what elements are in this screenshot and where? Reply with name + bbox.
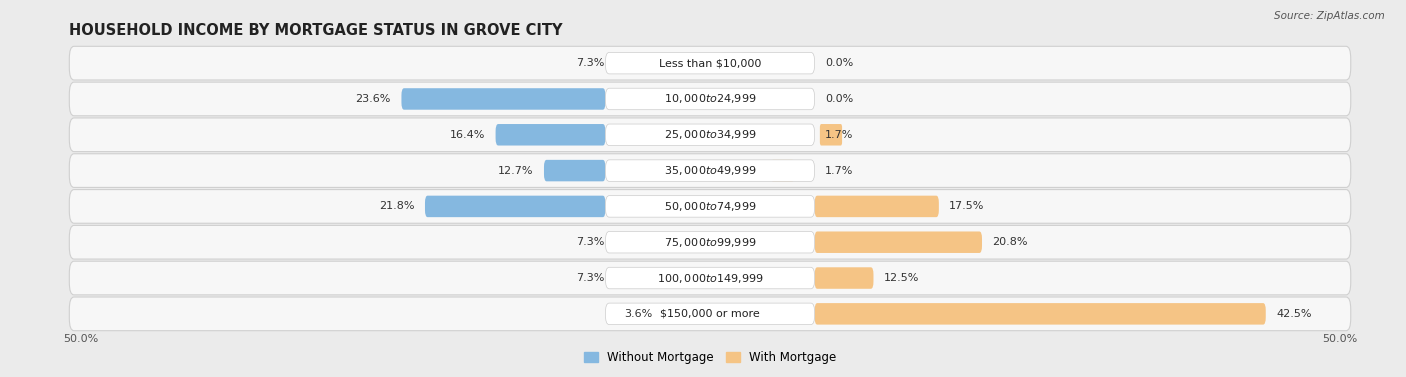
FancyBboxPatch shape bbox=[772, 160, 794, 181]
FancyBboxPatch shape bbox=[820, 124, 842, 146]
FancyBboxPatch shape bbox=[606, 124, 814, 146]
FancyBboxPatch shape bbox=[69, 82, 1351, 116]
Text: Less than $10,000: Less than $10,000 bbox=[659, 58, 761, 68]
Text: HOUSEHOLD INCOME BY MORTGAGE STATUS IN GROVE CITY: HOUSEHOLD INCOME BY MORTGAGE STATUS IN G… bbox=[69, 23, 562, 38]
FancyBboxPatch shape bbox=[69, 46, 1351, 80]
Text: 42.5%: 42.5% bbox=[1277, 309, 1312, 319]
Legend: Without Mortgage, With Mortgage: Without Mortgage, With Mortgage bbox=[579, 346, 841, 369]
FancyBboxPatch shape bbox=[69, 225, 1351, 259]
Text: 7.3%: 7.3% bbox=[575, 273, 605, 283]
FancyBboxPatch shape bbox=[69, 154, 1351, 187]
FancyBboxPatch shape bbox=[69, 190, 1351, 223]
Text: 3.6%: 3.6% bbox=[624, 309, 652, 319]
FancyBboxPatch shape bbox=[814, 231, 981, 253]
FancyBboxPatch shape bbox=[814, 196, 939, 217]
FancyBboxPatch shape bbox=[69, 118, 1351, 152]
Text: 12.7%: 12.7% bbox=[498, 166, 533, 176]
Text: 1.7%: 1.7% bbox=[825, 130, 853, 140]
Text: $150,000 or more: $150,000 or more bbox=[661, 309, 759, 319]
FancyBboxPatch shape bbox=[606, 231, 814, 253]
Text: $10,000 to $24,999: $10,000 to $24,999 bbox=[664, 92, 756, 106]
FancyBboxPatch shape bbox=[495, 124, 606, 146]
Text: $100,000 to $149,999: $100,000 to $149,999 bbox=[657, 271, 763, 285]
Text: 21.8%: 21.8% bbox=[380, 201, 415, 211]
FancyBboxPatch shape bbox=[425, 196, 606, 217]
FancyBboxPatch shape bbox=[606, 196, 814, 217]
Text: 12.5%: 12.5% bbox=[884, 273, 920, 283]
FancyBboxPatch shape bbox=[606, 88, 814, 110]
FancyBboxPatch shape bbox=[69, 297, 1351, 331]
Text: 17.5%: 17.5% bbox=[949, 201, 984, 211]
Text: $75,000 to $99,999: $75,000 to $99,999 bbox=[664, 236, 756, 249]
Text: $35,000 to $49,999: $35,000 to $49,999 bbox=[664, 164, 756, 177]
Text: $25,000 to $34,999: $25,000 to $34,999 bbox=[664, 128, 756, 141]
Text: 16.4%: 16.4% bbox=[450, 130, 485, 140]
Text: 23.6%: 23.6% bbox=[356, 94, 391, 104]
Text: 0.0%: 0.0% bbox=[825, 58, 853, 68]
FancyBboxPatch shape bbox=[402, 88, 606, 110]
FancyBboxPatch shape bbox=[606, 303, 814, 325]
Text: 50.0%: 50.0% bbox=[1322, 334, 1357, 343]
Text: Source: ZipAtlas.com: Source: ZipAtlas.com bbox=[1274, 11, 1385, 21]
FancyBboxPatch shape bbox=[814, 303, 1265, 325]
Text: 7.3%: 7.3% bbox=[575, 237, 605, 247]
Text: $50,000 to $74,999: $50,000 to $74,999 bbox=[664, 200, 756, 213]
Text: 7.3%: 7.3% bbox=[575, 58, 605, 68]
Text: 1.7%: 1.7% bbox=[825, 166, 853, 176]
FancyBboxPatch shape bbox=[606, 160, 814, 181]
FancyBboxPatch shape bbox=[69, 261, 1351, 295]
FancyBboxPatch shape bbox=[544, 160, 606, 181]
FancyBboxPatch shape bbox=[814, 267, 873, 289]
FancyBboxPatch shape bbox=[606, 52, 814, 74]
Text: 0.0%: 0.0% bbox=[825, 94, 853, 104]
Text: 50.0%: 50.0% bbox=[63, 334, 98, 343]
Text: 20.8%: 20.8% bbox=[993, 237, 1028, 247]
FancyBboxPatch shape bbox=[606, 267, 814, 289]
